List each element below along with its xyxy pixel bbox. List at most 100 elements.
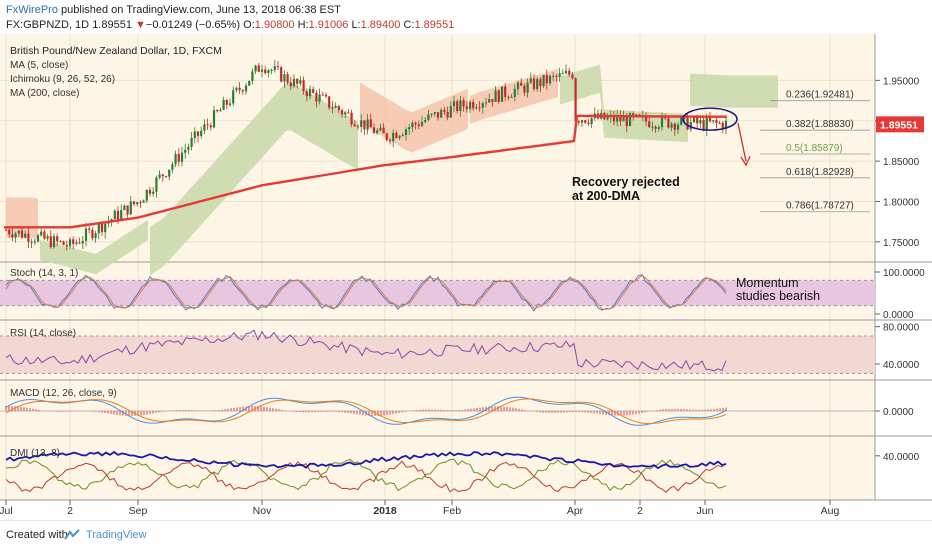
up-candle <box>392 132 395 142</box>
up-candle <box>84 228 88 241</box>
time-tick-label: Nov <box>253 505 272 517</box>
ichimoku-cloud <box>40 220 148 275</box>
down-candle <box>612 115 616 122</box>
dmi-title: DMI (13, 8) <box>10 448 60 459</box>
up-candle <box>36 235 40 242</box>
down-candle <box>289 82 292 87</box>
down-candle <box>302 80 305 92</box>
down-candle <box>276 66 280 68</box>
publish-line: FxWirePro published on TradingView.com, … <box>6 4 341 16</box>
up-candle <box>187 146 190 150</box>
up-candle <box>24 233 27 238</box>
up-candle <box>97 223 100 234</box>
up-candle <box>427 114 430 120</box>
up-candle <box>433 112 436 114</box>
down-candle <box>369 119 372 128</box>
price-tick-label: 1.75000 <box>883 238 920 249</box>
down-candle <box>545 75 548 84</box>
up-candle <box>68 239 72 247</box>
published-text: published on TradingView.com, June 13, 2… <box>61 4 341 16</box>
up-candle <box>248 80 251 86</box>
down-candle <box>315 92 318 102</box>
symbol-label: FX:GBPNZD, 1D <box>6 19 90 31</box>
dmi-tick-label: 40.0000 <box>883 452 920 463</box>
down-candle <box>507 96 510 98</box>
down-candle <box>721 122 724 130</box>
up-candle <box>113 210 116 220</box>
footer: Created with TradingView <box>0 520 932 551</box>
down-candle <box>312 89 315 93</box>
down-candle <box>206 124 209 126</box>
down-candle <box>347 112 350 114</box>
down-candle <box>532 78 536 90</box>
indicator-legend: Ichimoku (9, 26, 52, 26) <box>10 74 115 85</box>
up-candle <box>273 66 276 71</box>
up-candle <box>657 127 660 129</box>
down-candle <box>238 87 241 91</box>
down-candle <box>436 112 440 118</box>
fib-level-label: 0.382(1.88830) <box>786 119 854 130</box>
up-candle <box>510 96 513 98</box>
down-candle <box>91 229 94 239</box>
dmi-adx-line <box>5 450 727 470</box>
up-candle <box>440 109 443 118</box>
tradingview-link[interactable]: TradingView <box>86 529 147 541</box>
annotation-line: at 200-DMA <box>572 189 640 203</box>
down-candle <box>337 106 340 111</box>
publisher-name[interactable]: FxWirePro <box>6 4 58 16</box>
up-candle <box>33 241 36 243</box>
stoch-tick-label: 100.0000 <box>883 268 925 279</box>
close-value: 1.89551 <box>414 19 455 31</box>
stoch-d-line <box>5 274 727 310</box>
last-price-badge <box>876 116 924 133</box>
annotation-line: Recovery rejected <box>572 175 680 189</box>
up-candle <box>424 119 427 122</box>
up-candle <box>30 241 33 243</box>
up-candle <box>670 123 673 128</box>
fib-level-label: 0.5(1.85879) <box>786 143 843 154</box>
down-candle <box>116 210 120 220</box>
down-candle <box>100 223 104 233</box>
down-candle <box>382 127 385 134</box>
up-candle <box>564 70 568 74</box>
up-candle <box>542 75 545 87</box>
up-candle <box>481 103 484 108</box>
up-candle <box>548 75 552 84</box>
down-arrow-head <box>740 155 751 167</box>
up-candle <box>411 122 414 128</box>
down-candle <box>520 82 523 86</box>
down-candle <box>324 94 328 97</box>
up-candle <box>500 86 504 102</box>
down-candle <box>88 228 91 230</box>
up-candle <box>449 106 452 118</box>
down-candle <box>667 118 670 128</box>
down-candle <box>417 124 420 127</box>
down-candle <box>632 113 635 117</box>
up-candle <box>94 233 97 239</box>
ichimoku-cloud <box>690 73 778 108</box>
down-candle <box>686 116 689 130</box>
up-candle <box>705 117 708 130</box>
close-label: C: <box>403 19 415 31</box>
down-candle <box>216 110 219 112</box>
up-candle <box>676 124 680 130</box>
macd-title: MACD (12, 26, close, 9) <box>10 388 117 399</box>
up-candle <box>558 73 561 77</box>
up-candle <box>430 113 433 115</box>
up-candle <box>174 153 177 165</box>
down-candle <box>388 139 392 142</box>
price-tick-label: 1.95000 <box>883 76 920 87</box>
up-candle <box>270 70 273 72</box>
rsi-line <box>5 329 727 372</box>
down-candle <box>49 236 52 248</box>
chart-title: British Pound/New Zealand Dollar, 1D, FX… <box>10 45 222 57</box>
up-candle <box>680 117 683 125</box>
down-candle <box>59 241 62 243</box>
ichimoku-cloud <box>6 197 38 240</box>
up-candle <box>232 90 235 104</box>
down-candle <box>619 115 622 122</box>
up-candle <box>712 120 715 122</box>
rsi-band <box>0 336 875 374</box>
up-candle <box>251 71 254 81</box>
down-candle <box>462 100 465 107</box>
